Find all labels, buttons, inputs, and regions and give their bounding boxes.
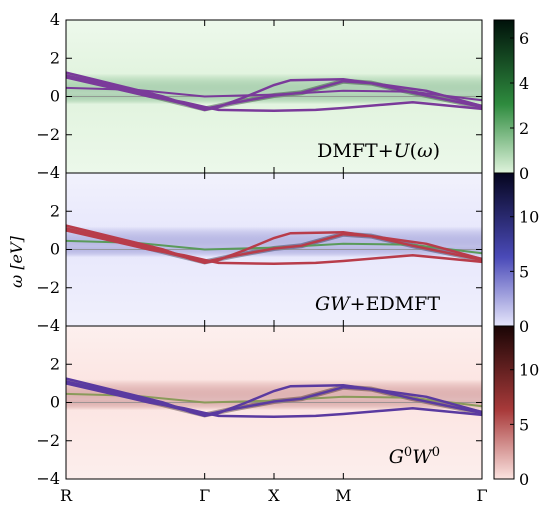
axes-group: 4 2 0 −2 −4 DMFT+U(ω) 2 0 −2 −4 GW+EDMFT 2 0 −2 −4 G0W0… [36,10,487,505]
panel-label: GW+EDMFT [315,293,440,315]
colorbar-tick-label: 0 [519,317,529,336]
x-tick-label: R [60,486,73,505]
y-tick-label: −4 [36,469,60,488]
band-line [65,76,483,113]
colorbar [493,325,515,480]
panel-label: G0W0 [389,445,440,469]
panel-label: DMFT+U(ω) [317,140,440,162]
x-tick-label: X [268,486,280,505]
colorbar-tick-label: 6 [519,29,529,48]
band-line [65,229,483,266]
y-tick-label: −4 [36,163,60,182]
colorbar-tick-label: 10 [519,361,539,380]
colorbars-group: 0 2 4 6 0 5 10 0 5 10 [493,19,539,489]
colorbar [493,172,515,327]
panels-group [65,20,483,479]
band-line [65,227,483,264]
y-tick-label: 0 [50,240,60,259]
y-tick-label: −2 [36,431,60,450]
band-line [65,382,483,419]
colorbar-tick-label: 5 [519,262,529,281]
colorbar-tick-label: 4 [519,74,529,93]
band-line [65,380,483,417]
colorbar [493,19,515,174]
colorbar-tick-label: 2 [519,119,529,138]
y-tick-label: −2 [36,125,60,144]
y-tick-label: 2 [50,354,60,373]
colorbar-tick-label: 5 [519,415,529,434]
x-tick-label: Γ [199,486,210,505]
y-tick-label: 4 [50,10,60,29]
colorbar-tick-label: 0 [519,164,529,183]
band-line [65,74,483,111]
y-tick-label: 2 [50,48,60,67]
colorbar-tick-label: 10 [519,208,539,227]
x-tick-label: M [335,486,351,505]
x-tick-label: Γ [476,486,487,505]
y-tick-label: −2 [36,278,60,297]
colorbar-tick-label: 0 [519,470,529,489]
y-tick-label: 0 [50,393,60,412]
y-tick-label: 2 [50,201,60,220]
y-axis-label: ω [eV] [7,235,26,287]
y-tick-label: −4 [36,316,60,335]
y-tick-label: 0 [50,87,60,106]
